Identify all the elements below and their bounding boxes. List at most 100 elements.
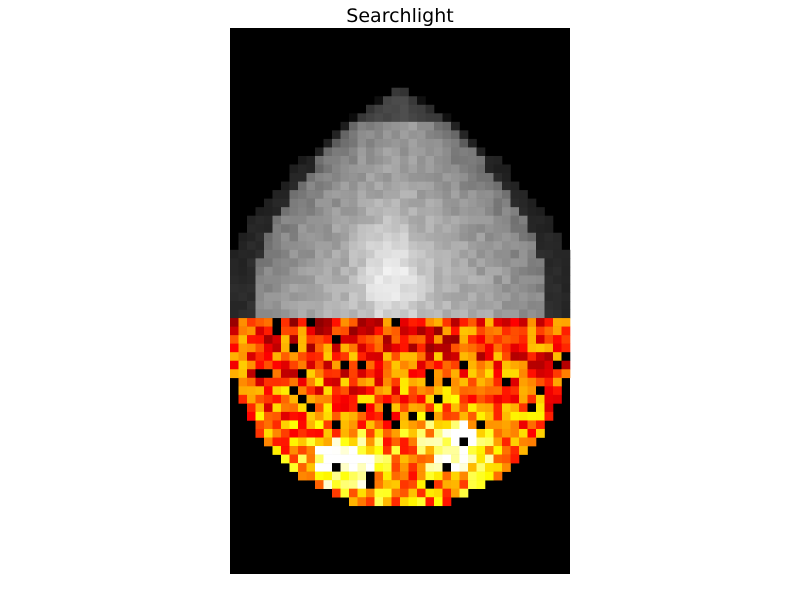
pixel [527, 241, 537, 251]
pixel [255, 377, 265, 387]
pixel [332, 241, 341, 251]
pixel [536, 266, 545, 276]
pixel [255, 403, 265, 413]
pixel [340, 181, 350, 191]
pixel [434, 386, 443, 396]
pixel [442, 428, 452, 438]
pixel [510, 352, 520, 362]
pixel [383, 173, 392, 182]
pixel [459, 377, 469, 387]
pixel [417, 96, 426, 106]
pixel [400, 130, 409, 140]
pixel [298, 232, 307, 242]
pixel [238, 343, 248, 353]
pixel [281, 198, 290, 208]
pixel [425, 386, 435, 396]
pixel [306, 181, 316, 191]
pixel [238, 326, 248, 336]
pixel [442, 241, 452, 251]
pixel [493, 275, 503, 285]
pixel [298, 173, 307, 182]
pixel [306, 301, 316, 310]
pixel [383, 497, 392, 507]
pixel [323, 326, 333, 336]
pixel [502, 164, 511, 174]
pixel [476, 241, 486, 251]
pixel [272, 207, 282, 216]
pixel [544, 386, 554, 396]
pixel [400, 232, 409, 242]
pixel [476, 411, 486, 421]
pixel [459, 454, 469, 464]
pixel [289, 360, 299, 370]
pixel [519, 428, 528, 438]
pixel [391, 369, 401, 379]
pixel [451, 411, 460, 421]
pixel [425, 352, 435, 362]
pixel [306, 343, 316, 353]
pixel [451, 232, 460, 242]
pixel [434, 232, 443, 242]
pixel [391, 198, 401, 208]
pixel [315, 207, 324, 216]
pixel [434, 249, 443, 259]
pixel [442, 437, 452, 447]
pixel [340, 437, 350, 447]
pixel [281, 249, 290, 259]
pixel [255, 360, 265, 370]
pixel [408, 190, 418, 199]
pixel [553, 318, 562, 327]
pixel [400, 369, 409, 379]
pixel [383, 198, 392, 208]
pixel [442, 318, 452, 327]
pixel [349, 190, 358, 199]
pixel [502, 454, 511, 464]
pixel [476, 292, 486, 302]
pixel [391, 403, 401, 413]
pixel [255, 394, 265, 404]
pixel [306, 283, 316, 293]
pixel [536, 207, 545, 216]
pixel [425, 275, 435, 285]
pixel [315, 335, 324, 344]
pixel [349, 266, 358, 276]
pixel [434, 360, 443, 370]
pixel [332, 360, 341, 370]
pixel [272, 283, 282, 293]
pixel [510, 232, 520, 242]
pixel [434, 113, 443, 123]
pixel [383, 283, 392, 293]
pixel [315, 198, 324, 208]
pixel [510, 266, 520, 276]
pixel [298, 335, 307, 344]
pixel [230, 360, 239, 370]
pixel [493, 155, 503, 165]
pixel [451, 403, 460, 413]
pixel [332, 301, 341, 310]
pixel [306, 198, 316, 208]
pixel [425, 335, 435, 344]
pixel [374, 275, 384, 285]
pixel [408, 335, 418, 344]
pixel [340, 207, 350, 216]
pixel [383, 488, 392, 498]
pixel [485, 377, 494, 387]
pixel [417, 232, 426, 242]
pixel [502, 420, 511, 430]
pixel [527, 249, 537, 259]
pixel [340, 155, 350, 165]
pixel [519, 420, 528, 430]
pixel [383, 258, 392, 268]
pixel [434, 403, 443, 413]
pixel [247, 352, 256, 362]
pixel [289, 181, 299, 191]
pixel [340, 190, 350, 199]
pixel [383, 138, 392, 148]
pixel [264, 377, 273, 387]
pixel [391, 275, 401, 285]
pixel [391, 343, 401, 353]
pixel [510, 394, 520, 404]
pixel [230, 249, 239, 259]
pixel [306, 411, 316, 421]
pixel [451, 181, 460, 191]
